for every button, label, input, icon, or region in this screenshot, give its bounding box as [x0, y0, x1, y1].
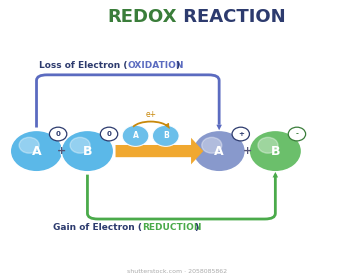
Text: -: - — [296, 131, 298, 137]
Circle shape — [50, 127, 67, 141]
Text: 0: 0 — [56, 131, 61, 137]
Text: ): ) — [175, 61, 179, 70]
Text: Gain of Electron (: Gain of Electron ( — [53, 223, 142, 232]
Text: 0: 0 — [107, 131, 112, 137]
Text: +: + — [57, 146, 67, 156]
Text: A: A — [133, 131, 138, 140]
Circle shape — [193, 130, 245, 172]
Text: ): ) — [194, 223, 198, 232]
Text: REACTION: REACTION — [177, 8, 286, 26]
Text: +: + — [238, 131, 244, 137]
Polygon shape — [115, 138, 203, 164]
Circle shape — [153, 125, 179, 146]
Text: +: + — [242, 146, 252, 156]
Text: Loss of Electron (: Loss of Electron ( — [39, 61, 128, 70]
Circle shape — [61, 130, 114, 172]
Text: OXIDATION: OXIDATION — [128, 61, 184, 70]
Text: A: A — [32, 144, 41, 158]
Circle shape — [232, 127, 250, 141]
Circle shape — [10, 130, 63, 172]
Text: shutterstock.com · 2058085862: shutterstock.com · 2058085862 — [127, 269, 227, 274]
Text: REDUCTION: REDUCTION — [142, 223, 201, 232]
Circle shape — [122, 125, 149, 146]
Text: REDOX: REDOX — [108, 8, 177, 26]
Text: e+: e+ — [145, 110, 156, 119]
Text: B: B — [270, 144, 280, 158]
Text: B: B — [163, 131, 169, 140]
Circle shape — [288, 127, 306, 141]
Circle shape — [258, 137, 278, 153]
Circle shape — [70, 137, 90, 153]
Text: B: B — [83, 144, 92, 158]
Text: A: A — [214, 144, 224, 158]
Circle shape — [202, 137, 222, 153]
Circle shape — [19, 137, 39, 153]
Circle shape — [249, 130, 302, 172]
Circle shape — [100, 127, 118, 141]
